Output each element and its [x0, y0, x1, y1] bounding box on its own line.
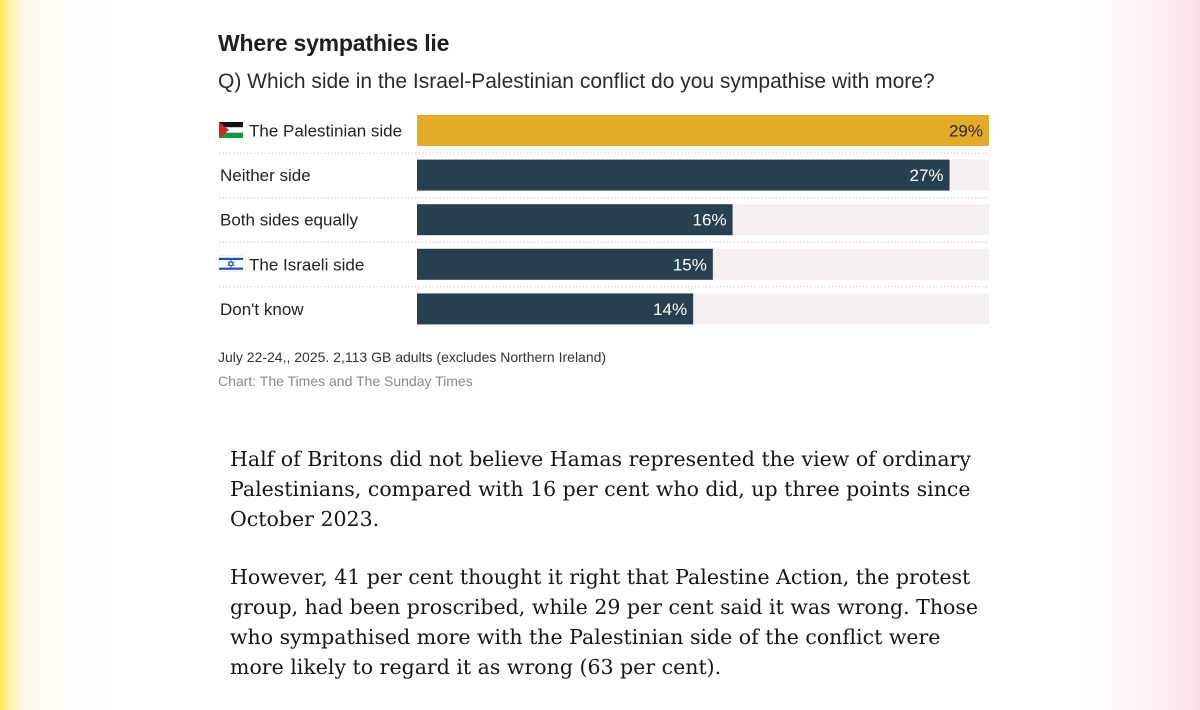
- bar-row: Don't know 14%: [219, 286, 989, 325]
- bar: [417, 159, 950, 191]
- article-paragraph: Half of Britons did not believe Hamas re…: [230, 447, 971, 531]
- bar-row: Both sides equally 16%: [219, 197, 989, 236]
- value-label: 14%: [653, 300, 687, 319]
- category-label: The Palestinian side: [249, 122, 402, 141]
- value-label: 15%: [673, 255, 707, 274]
- bar: [417, 248, 713, 280]
- bar-chart: The Palestinian side 29% Neither side 27% Bo…: [218, 115, 989, 325]
- bar: [417, 293, 694, 325]
- bar-row: Neither side 27%: [219, 152, 989, 191]
- value-label: 29%: [949, 122, 983, 141]
- bar-row: The Palestinian side 29%: [219, 115, 989, 146]
- value-label: 27%: [910, 166, 944, 185]
- chart-source: Chart: The Times and The Sunday Times: [218, 373, 473, 389]
- value-label: 16%: [693, 211, 727, 230]
- bar-row: The Israeli side 15%: [218, 241, 989, 280]
- chart-card: Where sympathies lie Q) Which side in th…: [218, 30, 989, 679]
- category-label: The Israeli side: [249, 255, 364, 274]
- article-body: Half of Britons did not believe Hamas re…: [230, 444, 990, 710]
- category-label: Neither side: [220, 166, 311, 185]
- palestine-flag-icon: [219, 122, 243, 138]
- category-label: Don't know: [220, 300, 304, 319]
- article-paragraph: However, 41 per cent thought it right th…: [230, 565, 979, 679]
- israel-flag-icon: [218, 255, 244, 273]
- bar: [417, 204, 733, 236]
- bar: [417, 115, 989, 146]
- chart-subtitle: Q) Which side in the Israel-Palestinian …: [218, 70, 935, 93]
- chart-note: July 22-24,, 2025. 2,113 GB adults (excl…: [218, 349, 607, 365]
- chart-title: Where sympathies lie: [218, 30, 450, 56]
- category-label: Both sides equally: [220, 211, 358, 230]
